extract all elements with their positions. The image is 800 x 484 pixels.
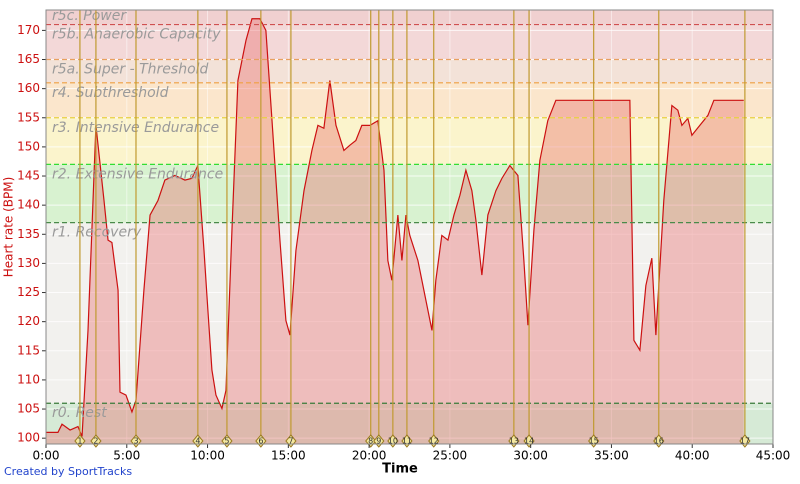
area-fill: [46, 18, 744, 445]
zone-band: [46, 10, 773, 25]
x-tick-label: 10:00: [190, 449, 225, 463]
zone-label: r1. Recovery: [52, 225, 142, 241]
y-axis-title: Heart rate (BPM): [2, 177, 16, 278]
lap-label: 13: [509, 437, 519, 446]
x-tick-label: 30:00: [513, 449, 548, 463]
lap-label: 8: [368, 437, 373, 446]
lap-label: 14: [524, 437, 534, 446]
x-tick-label: 25:00: [433, 449, 468, 463]
line: [46, 18, 744, 437]
y-tick-label: 125: [17, 285, 40, 299]
zone-band: [46, 59, 773, 83]
lap-label: 7: [288, 437, 293, 446]
zone-band: [46, 164, 773, 223]
y-tick-label: 100: [17, 431, 40, 445]
y-tick-label: 135: [17, 227, 40, 241]
y-tick-label: 120: [17, 314, 40, 328]
lap-label: 9: [376, 437, 381, 446]
x-tick-label: 45:00: [756, 449, 791, 463]
zone-label: r4. Subthreshold: [52, 85, 169, 101]
lap-label: 3: [133, 437, 138, 446]
lap-label: 15: [589, 437, 599, 446]
lap-label: 5: [224, 437, 229, 446]
lap-label: 11: [402, 437, 412, 446]
zone-band: [46, 222, 773, 404]
y-tick-label: 160: [17, 81, 40, 95]
x-tick-label: 35:00: [594, 449, 629, 463]
zone-label: r5a. Super - Threshold: [52, 62, 209, 78]
zone-band: [46, 117, 773, 165]
x-tick-label: 5:00: [113, 449, 140, 463]
y-tick-label: 110: [17, 372, 40, 386]
zone-label: r2. Extensive Endurance: [52, 166, 223, 182]
y-tick-label: 140: [17, 198, 40, 212]
y-tick-label: 105: [17, 402, 40, 416]
zone-band: [46, 403, 773, 444]
lap-label: 2: [93, 437, 98, 446]
y-tick-label: 155: [17, 110, 40, 124]
lap-label: 12: [429, 437, 439, 446]
y-tick-label: 165: [17, 52, 40, 66]
y-tick-label: 150: [17, 139, 40, 153]
x-tick-label: 20:00: [352, 449, 387, 463]
x-tick-label: 15:00: [271, 449, 306, 463]
lap-label: 4: [195, 437, 200, 446]
y-tick-label: 170: [17, 23, 40, 37]
x-axis-title: Time: [382, 462, 418, 477]
footer: Created by SportTracks: [4, 465, 132, 478]
lap-label: 10: [388, 437, 398, 446]
lap-label: 1: [77, 437, 82, 446]
lap-label: 6: [258, 437, 263, 446]
y-tick-label: 145: [17, 169, 40, 183]
zone-label: r5b. Anaerobic Capacity: [52, 27, 221, 43]
plot-border: [45, 9, 774, 445]
zone-label: r5c. Power: [52, 8, 127, 24]
lap-label: 17: [740, 437, 750, 446]
x-tick-label: 0:00: [33, 449, 60, 463]
y-tick-label: 115: [17, 343, 40, 357]
y-tick-label: 130: [17, 256, 40, 270]
lap-label: 16: [654, 437, 664, 446]
x-tick-label: 40:00: [675, 449, 710, 463]
